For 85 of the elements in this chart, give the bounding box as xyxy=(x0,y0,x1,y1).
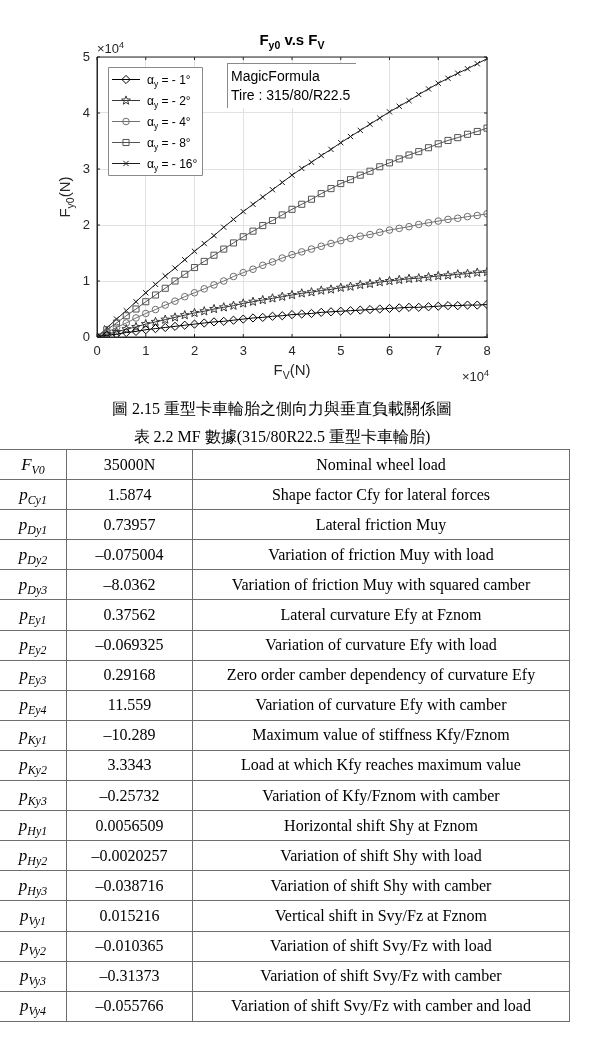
x-tick-label: 7 xyxy=(434,343,442,359)
text: Variation of shift Shy with camber xyxy=(192,870,570,901)
text: p$_{Hy1}$ xyxy=(0,810,67,841)
x-tick-label: 2 xyxy=(190,343,199,359)
y-tick-label: 4 xyxy=(82,104,90,120)
text: p$_{Dy1}$ xyxy=(0,509,67,540)
y-tick-label: 0 xyxy=(82,328,90,344)
text: Variation of curvature Efy with camber xyxy=(192,690,570,721)
text: Variation of Kfy/Fznom with camber xyxy=(192,780,570,811)
text: –8.0362 xyxy=(66,569,193,600)
x-tick-label: 0 xyxy=(93,343,101,359)
y-tick-label: 3 xyxy=(82,160,90,176)
text: –0.25732 xyxy=(66,780,193,811)
text: p$_{Vy1}$ xyxy=(0,900,67,931)
text: p$_{Ky3}$ xyxy=(0,780,67,811)
text: p$_{Dy3}$ xyxy=(0,569,67,600)
text: Nominal wheel load xyxy=(192,449,570,480)
legend-label: α$_{y}$ = - 16° xyxy=(147,156,198,173)
text: Lateral curvature Efy at Fznom xyxy=(192,599,570,631)
text: Shape factor Cfy for lateral forces xyxy=(192,479,570,510)
text: Variation of shift Shy with load xyxy=(192,840,570,871)
text: –0.010365 xyxy=(66,931,193,962)
text: p$_{Dy2}$ xyxy=(0,539,67,570)
text: Zero order camber dependency of curvature Efy xyxy=(192,660,570,691)
x-tick-label: 3 xyxy=(239,343,247,359)
text: –0.075004 xyxy=(66,539,193,570)
annotation: MagicFormula xyxy=(231,67,321,86)
x-tick-label: 8 xyxy=(483,343,491,359)
text: 3.3343 xyxy=(66,750,193,781)
x-tick-label: 4 xyxy=(288,343,296,359)
text: –0.31373 xyxy=(66,961,193,992)
text: Maximum value of stiffness Kfy/Fznom xyxy=(192,720,570,751)
y-tick-label: 1 xyxy=(82,272,90,288)
text: p$_{Vy4}$ xyxy=(0,991,67,1022)
text: 表 2.2 MF 數據(315/80R22.5 重型卡車輪胎) xyxy=(132,427,432,448)
caption: 圖 2.15 重型卡車輪胎之側向力與垂直負載關係圖 xyxy=(111,399,453,419)
text: F$_{V0}$ xyxy=(0,449,67,480)
text: –0.0020257 xyxy=(66,840,193,871)
legend-label: α$_{y}$ = - 8° xyxy=(147,135,191,152)
text: Variation of friction Muy with load xyxy=(192,539,570,570)
text: 35000N xyxy=(66,449,193,480)
legend-label: α$_{y}$ = - 2° xyxy=(147,93,191,110)
text: 0.29168 xyxy=(66,660,193,691)
x-tick-label: 6 xyxy=(385,343,394,359)
text: Variation of shift Svy/Fz with camber xyxy=(192,961,570,992)
text: 0.37562 xyxy=(66,599,193,631)
text: Variation of shift Svy/Fz with camber and load xyxy=(192,991,570,1022)
x-tick-label: 1 xyxy=(142,343,150,359)
text: Lateral friction Muy xyxy=(192,509,570,540)
text: p$_{Ey2}$ xyxy=(0,630,67,661)
text: Load at which Kfy reaches maximum value xyxy=(192,750,570,781)
legend-label: α$_{y}$ = - 1° xyxy=(147,72,191,89)
legend-label: α$_{y}$ = - 4° xyxy=(147,114,191,131)
text: 0.015216 xyxy=(66,900,193,931)
x-axis-title: F$_{V}$(N) xyxy=(273,361,311,381)
text: –0.038716 xyxy=(66,870,193,901)
text: Variation of shift Svy/Fz with load xyxy=(192,931,570,962)
y-tick-label: 5 xyxy=(82,48,90,64)
y-tick-label: 2 xyxy=(82,216,90,232)
chart-title: F$_{y0}$ v.s F$_{V}$ xyxy=(259,31,325,51)
text: 11.559 xyxy=(66,690,193,721)
text: p$_{Hy3}$ xyxy=(0,870,67,901)
text: Variation of curvature Efy with load xyxy=(192,630,570,661)
text: 0.0056509 xyxy=(66,810,193,841)
text: p$_{Hy2}$ xyxy=(0,840,67,871)
text: Horizontal shift Shy at Fznom xyxy=(192,810,570,841)
text: p$_{Ey4}$ xyxy=(0,690,67,721)
text: p$_{Ey3}$ xyxy=(0,660,67,691)
x-tick-label: 5 xyxy=(337,343,345,359)
text: ×10$^{4}$ xyxy=(97,39,125,56)
text: Vertical shift in Svy/Fz at Fznom xyxy=(192,900,570,931)
text: p$_{Vy3}$ xyxy=(0,961,67,992)
text: 0.73957 xyxy=(66,509,193,540)
text: 1.5874 xyxy=(66,479,193,510)
text: p$_{Vy2}$ xyxy=(0,931,67,962)
text: p$_{Ky1}$ xyxy=(0,720,67,751)
text: –0.055766 xyxy=(66,991,193,1022)
text: ×10$^{4}$ xyxy=(461,367,489,384)
text: –10.289 xyxy=(66,720,193,751)
text: p$_{Ey1}$ xyxy=(0,599,67,631)
annotation: Tire : 315/80/R22.5 xyxy=(231,86,352,105)
text: Variation of friction Muy with squared camber xyxy=(192,569,570,600)
text: p$_{Ky2}$ xyxy=(0,750,67,781)
text: p$_{Cy1}$ xyxy=(0,479,67,510)
text: –0.069325 xyxy=(66,630,193,661)
